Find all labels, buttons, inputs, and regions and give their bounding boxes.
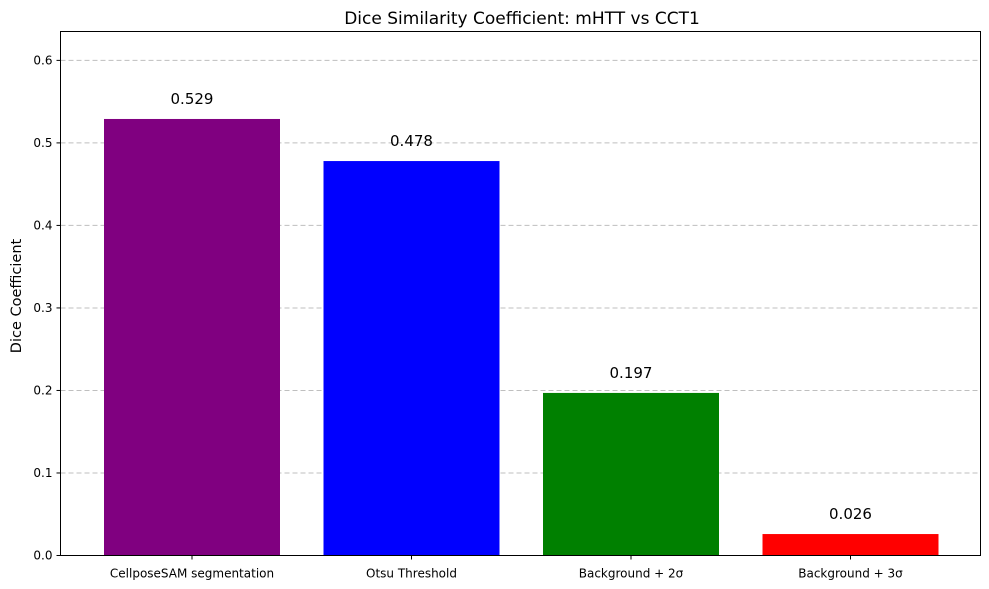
bar-value-label: 0.197 bbox=[610, 364, 653, 382]
y-tick-label: 0.6 bbox=[33, 53, 52, 67]
data-labels: 0.529 0.478 0.197 0.026 bbox=[171, 90, 872, 523]
bar-value-label: 0.478 bbox=[390, 132, 433, 150]
bars bbox=[104, 118, 939, 556]
bar bbox=[104, 118, 280, 556]
y-tick-label: 0.0 bbox=[33, 549, 52, 563]
bar bbox=[762, 534, 939, 556]
y-axis-label: Dice Coefficient bbox=[9, 238, 25, 353]
y-tick-label: 0.1 bbox=[33, 466, 52, 480]
bar-value-label: 0.026 bbox=[829, 505, 872, 523]
x-tick-label: Background + 3σ bbox=[798, 567, 903, 581]
y-tick-label: 0.3 bbox=[33, 301, 52, 315]
bar bbox=[543, 392, 719, 556]
y-tick-label: 0.2 bbox=[33, 383, 52, 397]
axis-ticks: 0.0 0.1 0.2 0.3 0.4 0.5 0.6 CellposeSAM segment… bbox=[33, 53, 903, 580]
y-tick-label: 0.4 bbox=[33, 218, 52, 232]
y-tick-label: 0.5 bbox=[33, 136, 52, 150]
bar bbox=[323, 161, 500, 556]
x-tick-label: CellposeSAM segmentation bbox=[110, 567, 274, 581]
x-tick-label: Background + 2σ bbox=[579, 567, 684, 581]
x-tick-label: Otsu Threshold bbox=[366, 567, 457, 581]
bar-value-label: 0.529 bbox=[171, 90, 214, 108]
chart-title: Dice Similarity Coefficient: mHTT vs CCT… bbox=[344, 9, 700, 29]
plot-frame bbox=[60, 31, 981, 556]
